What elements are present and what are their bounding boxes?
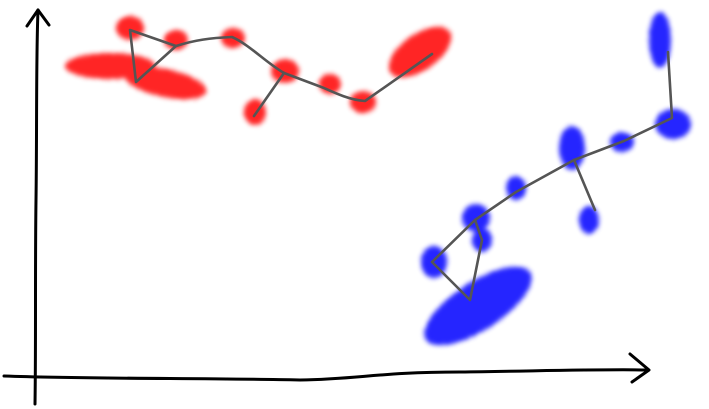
x-axis-arrowhead xyxy=(628,352,651,384)
red-blob xyxy=(271,59,299,83)
blue-blob xyxy=(424,266,532,346)
red-edge-path xyxy=(128,28,178,84)
red-edge-path xyxy=(282,52,434,103)
blue-edge-path xyxy=(473,50,674,222)
red-cluster xyxy=(65,16,452,125)
axes xyxy=(2,8,651,406)
y-axis-line xyxy=(33,8,40,406)
blue-edge-path xyxy=(430,218,484,302)
blue-blob xyxy=(559,126,585,170)
blue-blob xyxy=(579,206,599,234)
red-blob xyxy=(116,16,144,40)
red-edge-path xyxy=(252,71,286,118)
blue-blob xyxy=(655,109,691,139)
x-axis-line xyxy=(2,368,650,382)
blue-edge-path xyxy=(572,158,597,212)
blue-cluster xyxy=(421,12,691,346)
red-edge-path xyxy=(174,35,286,75)
red-blob xyxy=(388,26,452,78)
blue-blob xyxy=(649,12,671,68)
edge-skeleton xyxy=(128,28,674,302)
y-axis-arrowhead xyxy=(25,8,51,28)
